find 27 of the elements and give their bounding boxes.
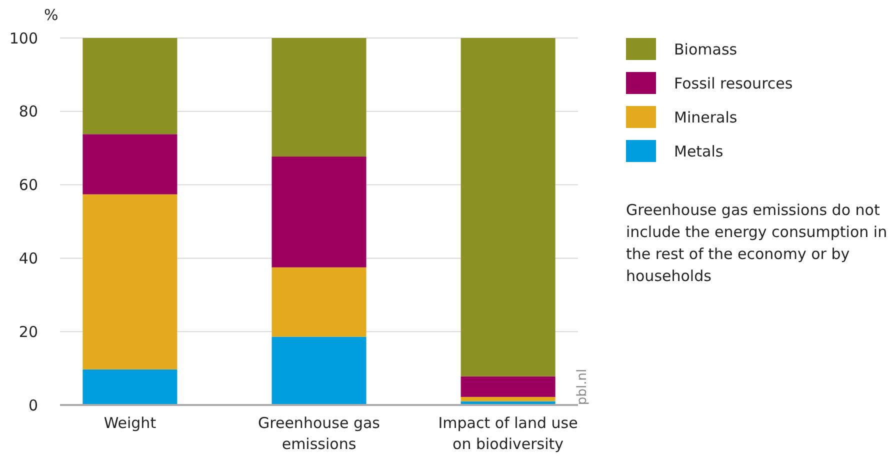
x-tick-label: Impact of land use on biodiversity xyxy=(438,414,578,453)
bar xyxy=(272,156,366,268)
bar xyxy=(272,38,366,157)
legend-label: Biomass xyxy=(674,40,738,58)
y-tick-label: 100 xyxy=(9,29,38,48)
text: Greenhouse gas emissions do not include the energy consumption in the rest of the economy or by households xyxy=(626,201,888,285)
bar xyxy=(460,376,556,397)
y-tick-label: 60 xyxy=(18,176,38,194)
bar xyxy=(82,369,178,405)
y-tick-label: 20 xyxy=(18,322,38,341)
x-tick-label: Weight xyxy=(104,414,156,432)
bar xyxy=(82,38,178,134)
y-axis-title: % xyxy=(44,6,58,24)
bar xyxy=(460,38,556,376)
annotation: pbl.nl xyxy=(575,368,590,405)
bar xyxy=(82,134,178,194)
legend-label: Fossil resources xyxy=(674,74,793,92)
bar xyxy=(460,396,556,402)
y-tick-label: 80 xyxy=(18,102,38,121)
legend-label: Metals xyxy=(674,142,724,160)
y-tick-label: 0 xyxy=(28,396,38,414)
x-tick-label: Greenhouse gas emissions xyxy=(258,414,380,453)
bar xyxy=(82,194,178,370)
legend-label: Minerals xyxy=(674,108,738,126)
bar xyxy=(272,336,366,405)
bar xyxy=(272,267,366,337)
y-tick-label: 40 xyxy=(18,249,38,268)
